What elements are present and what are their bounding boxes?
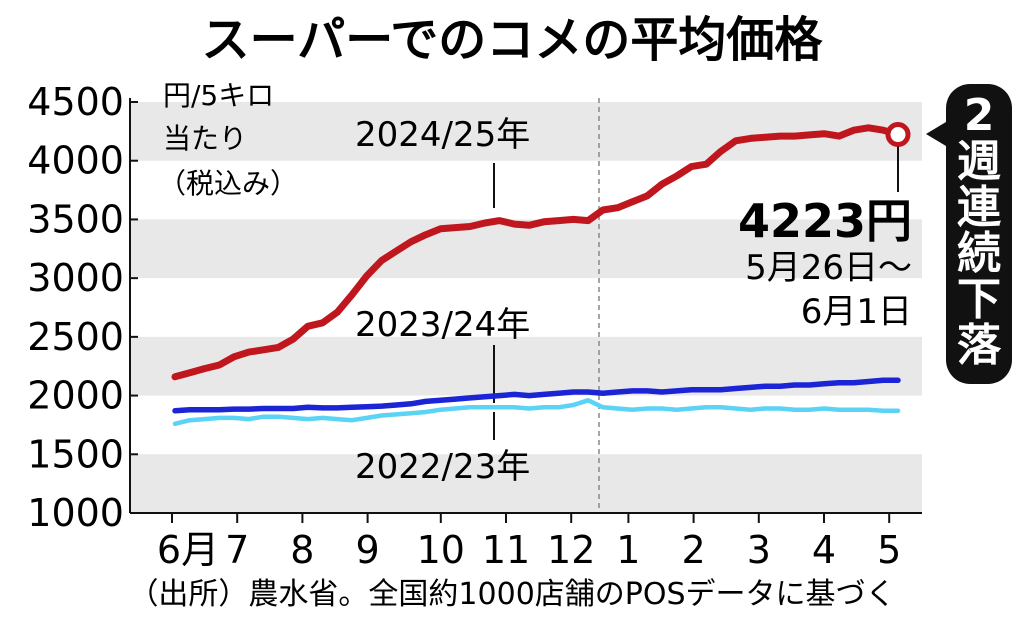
series-label-2022: 2022/23年 [355, 447, 530, 487]
x-tick-label: 9 [356, 528, 380, 572]
x-axis: 6月 7 8 9 10 11 12 1 2 3 4 5 [130, 512, 922, 572]
series-lines [171, 124, 902, 427]
x-tick-label: 1 [616, 528, 640, 572]
x-tick-label: 10 [417, 528, 465, 572]
latest-date-line1: 5月26日～ [745, 248, 912, 288]
y-tick-label: 3000 [27, 256, 124, 300]
x-tick-label: 12 [547, 528, 595, 572]
callout-badge-char: 2 [964, 90, 995, 141]
callout-badge-char: 週 [957, 136, 1001, 187]
unit-label-line3: （税込み） [158, 167, 298, 200]
callout-badge-char: 下 [957, 274, 1001, 325]
chart-title: スーパーでのコメの平均価格 [202, 12, 824, 68]
latest-value-label: 4223円 [738, 194, 912, 248]
series-line-2023 [172, 377, 901, 414]
grid-band [130, 102, 922, 161]
y-axis: 4500 4000 3500 3000 2500 2000 1500 1000 [27, 80, 138, 535]
y-tick-label: 1500 [27, 432, 124, 476]
unit-label-line2: 当たり [163, 122, 247, 155]
x-tick-label: 8 [290, 528, 314, 572]
unit-label-line1: 円/5キロ [163, 79, 274, 112]
y-tick-label: 2500 [27, 315, 124, 359]
latest-date-line2: 6月1日 [801, 292, 912, 332]
x-tick-label: 11 [482, 528, 530, 572]
y-tick-label: 4000 [27, 139, 124, 183]
series-line-2024 [171, 124, 902, 381]
series-label-2023: 2023/24年 [355, 305, 530, 345]
background-bands [130, 102, 922, 513]
callout-badge-pointer [926, 122, 946, 146]
y-tick-label: 1000 [27, 491, 124, 535]
x-tick-label: 6月 [157, 528, 219, 572]
callout-badge-char: 落 [957, 320, 1002, 371]
x-tick-label: 4 [812, 528, 836, 572]
source-note: （出所）農水省。全国約1000店舗のPOSデータに基づく [128, 577, 895, 612]
y-tick-label: 4500 [27, 80, 124, 124]
latest-point-marker [885, 122, 911, 148]
x-tick-label: 3 [747, 528, 771, 572]
series-label-2024: 2024/25年 [355, 115, 530, 155]
callout-badge-background [946, 84, 1012, 384]
x-tick-label: 7 [225, 528, 249, 572]
callout-badge-char: 連 [957, 182, 1002, 233]
series-line-2022 [172, 398, 901, 427]
grid-band [130, 454, 922, 513]
x-tick-label: 5 [877, 528, 901, 572]
callout-badge-char: 続 [957, 228, 1001, 279]
y-tick-label: 3500 [27, 197, 124, 241]
grid-band [130, 219, 922, 279]
y-tick-label: 2000 [27, 374, 124, 418]
x-tick-label: 2 [682, 528, 706, 572]
